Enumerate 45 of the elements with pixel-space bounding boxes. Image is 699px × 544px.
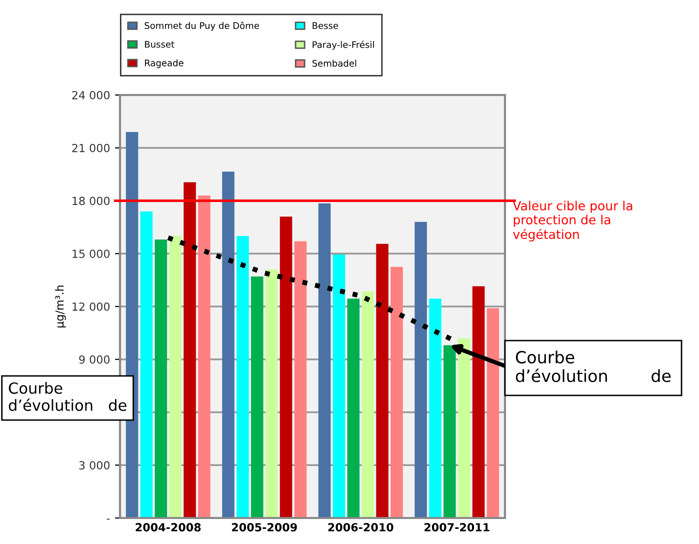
bar [318, 203, 331, 518]
legend-label: Paray-le-Frésil [312, 40, 374, 50]
annotation: Courbe d’évolution de [516, 350, 671, 382]
legend-label: Busset [145, 40, 174, 48]
bar [222, 172, 234, 518]
y-tick-label: 15 000 [72, 250, 110, 258]
bar [332, 254, 346, 518]
y-tick-label: 21 000 [72, 144, 110, 152]
y-tick-label: 18 000 [72, 196, 110, 206]
bar [184, 182, 196, 518]
x-tick-label: 2005-2009 [232, 523, 297, 532]
y-tick-label: 9 000 [79, 355, 110, 364]
y-tick-label: - [106, 518, 110, 520]
x-tick-label: 2007-2011 [424, 523, 490, 532]
bar [347, 298, 360, 518]
x-tick-label: 2004-2008 [136, 523, 201, 532]
legend-label: Sembadel [312, 60, 356, 67]
bar [198, 195, 210, 518]
ref-line-label: Valeur cible pour la protection de la végétation [512, 200, 632, 242]
bar [444, 345, 456, 518]
legend-label: Sommet du Puy de Dôme [144, 22, 259, 31]
bar [390, 266, 403, 518]
y-tick-label: 12 000 [72, 302, 110, 311]
bar [486, 308, 500, 518]
bar [429, 298, 442, 518]
bar [414, 222, 427, 518]
legend-label: Besse [312, 22, 338, 30]
bar [472, 286, 485, 518]
y-tick-label: 24 000 [72, 90, 110, 100]
x-tick-label: 2006-2010 [328, 523, 394, 532]
bar [140, 211, 153, 518]
bar [169, 236, 182, 518]
bar [251, 276, 264, 518]
bar [458, 338, 470, 518]
bar [154, 240, 168, 518]
y-tick-label: 3 000 [79, 461, 110, 470]
bar [376, 244, 388, 518]
bar [362, 292, 374, 518]
bar [236, 236, 249, 518]
bar [265, 269, 278, 518]
annotation: Courbe d’évolution de [8, 382, 126, 411]
bar [294, 241, 307, 518]
legend-label: Rageade [145, 59, 184, 68]
y-axis-title: µg/m³.h [55, 286, 66, 328]
bar [280, 216, 292, 518]
